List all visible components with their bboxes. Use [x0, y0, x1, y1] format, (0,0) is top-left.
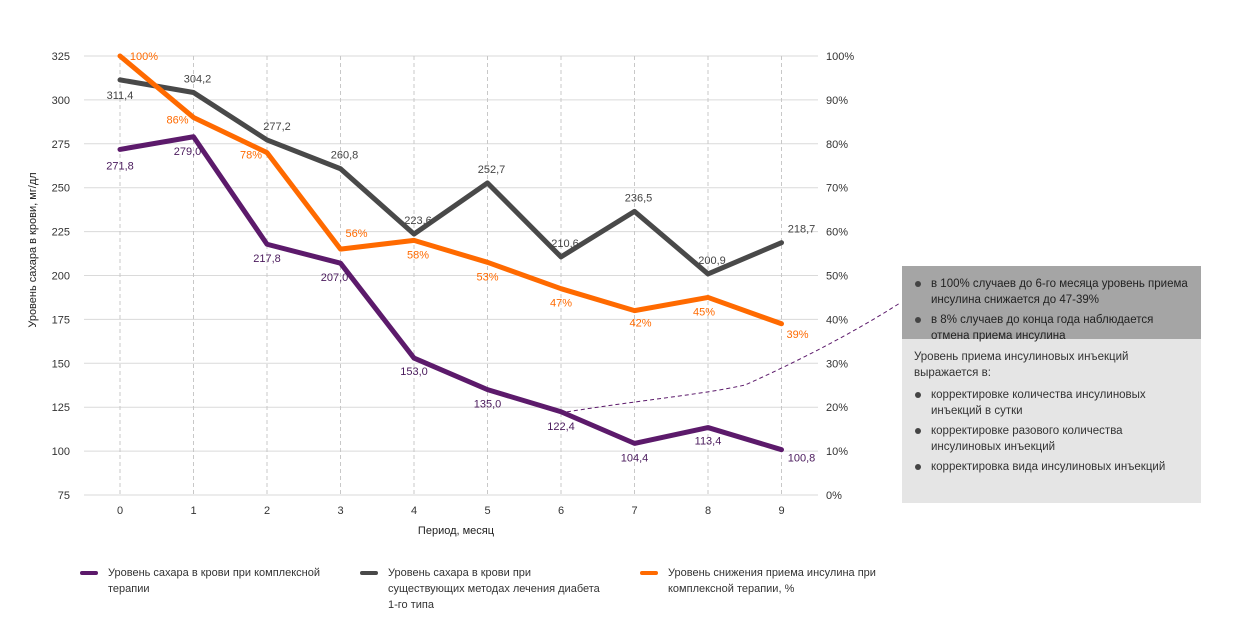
- y2-tick-label: 30%: [826, 358, 848, 370]
- info-bullet: в 100% случаев до 6-го месяца уровень пр…: [914, 276, 1189, 308]
- data-label: 153,0: [400, 366, 428, 378]
- legend-label: Уровень сахара в крови при комплексной т…: [108, 567, 320, 595]
- data-label: 53%: [476, 271, 498, 283]
- x-tick-label: 5: [484, 505, 490, 517]
- series-line-1: [117, 77, 784, 277]
- data-label: 252,7: [478, 164, 506, 176]
- legend-swatch: [80, 571, 98, 575]
- data-label: 39%: [786, 329, 808, 341]
- x-axis-title: Период, месяц: [418, 525, 495, 537]
- data-label: 260,8: [331, 150, 359, 162]
- data-label: 135,0: [474, 399, 502, 411]
- y-tick-label: 150: [52, 358, 70, 370]
- data-label: 78%: [240, 150, 262, 162]
- x-tick-label: 6: [558, 505, 564, 517]
- legend-label: Уровень снижения приема инсулина при ком…: [668, 567, 876, 595]
- data-label: 304,2: [184, 74, 212, 86]
- info-bullet: в 8% случаев до конца года наблюдается о…: [914, 312, 1189, 344]
- data-label: 42%: [629, 318, 651, 330]
- data-label: 86%: [166, 114, 188, 126]
- data-label: 217,8: [253, 253, 281, 265]
- data-label: 271,8: [106, 160, 134, 172]
- data-label: 45%: [693, 306, 715, 318]
- data-label: 210,6: [551, 238, 579, 250]
- y-tick-label: 300: [52, 95, 70, 107]
- legend-label: Уровень сахара в крови при существующих …: [388, 567, 600, 611]
- data-label: 218,7: [788, 224, 816, 236]
- y-tick-label: 250: [52, 183, 70, 195]
- info-box-details: Уровень приема инсулиновых инъекций выра…: [902, 339, 1201, 503]
- data-label: 236,5: [625, 192, 653, 204]
- info-box: в 100% случаев до 6-го месяца уровень пр…: [902, 266, 1201, 503]
- data-label: 100%: [130, 51, 158, 63]
- data-label: 207,0: [321, 272, 349, 284]
- y-tick-label: 175: [52, 314, 70, 326]
- y-tick-label: 100: [52, 446, 70, 458]
- data-label: 122,4: [547, 421, 575, 433]
- x-tick-label: 1: [190, 505, 196, 517]
- data-label: 56%: [345, 228, 367, 240]
- data-label: 279,0: [174, 146, 202, 158]
- x-tick-label: 9: [778, 505, 784, 517]
- info-bullet: корректировке разового количества инсули…: [914, 423, 1189, 455]
- y2-tick-label: 10%: [826, 446, 848, 458]
- data-label: 223,6: [404, 215, 432, 227]
- y2-tick-label: 50%: [826, 271, 848, 283]
- info-box-highlight: в 100% случаев до 6-го месяца уровень пр…: [902, 266, 1201, 342]
- y-tick-label: 200: [52, 271, 70, 283]
- y2-tick-label: 70%: [826, 183, 848, 195]
- data-label: 47%: [550, 298, 572, 310]
- y2-tick-label: 90%: [826, 95, 848, 107]
- data-label: 104,4: [621, 452, 649, 464]
- x-tick-label: 4: [411, 505, 417, 517]
- data-label: 58%: [407, 249, 429, 261]
- y-tick-label: 125: [52, 402, 70, 414]
- x-tick-label: 0: [117, 505, 123, 517]
- data-label: 277,2: [263, 121, 291, 133]
- y-tick-label: 75: [58, 490, 70, 502]
- y-axis-title: Уровень сахара в крови, мг/дл: [27, 172, 39, 327]
- legend-swatch: [360, 571, 378, 575]
- y2-tick-label: 0%: [826, 490, 842, 502]
- y-tick-label: 275: [52, 139, 70, 151]
- series-line-2: [117, 53, 784, 327]
- info-bullet: корректировке количества инсулиновых инъ…: [914, 387, 1189, 419]
- x-tick-label: 2: [264, 505, 270, 517]
- y-tick-label: 225: [52, 227, 70, 239]
- y-tick-label: 325: [52, 51, 70, 63]
- info-heading: Уровень приема инсулиновых инъекций выра…: [914, 351, 1129, 379]
- y2-tick-label: 100%: [826, 51, 854, 63]
- y2-tick-label: 60%: [826, 227, 848, 239]
- x-tick-label: 8: [705, 505, 711, 517]
- x-tick-label: 7: [631, 505, 637, 517]
- info-bullet: корректировка вида инсулиновых инъекций: [914, 459, 1189, 475]
- series-line-0: [117, 134, 784, 453]
- data-label: 200,9: [698, 255, 726, 267]
- data-label: 113,4: [695, 436, 722, 448]
- y2-tick-label: 20%: [826, 402, 848, 414]
- data-label: 311,4: [107, 90, 134, 102]
- x-tick-label: 3: [337, 505, 343, 517]
- legend-swatch: [640, 571, 658, 575]
- y2-tick-label: 40%: [826, 314, 848, 326]
- y2-tick-label: 80%: [826, 139, 848, 151]
- data-label: 100,8: [788, 453, 816, 465]
